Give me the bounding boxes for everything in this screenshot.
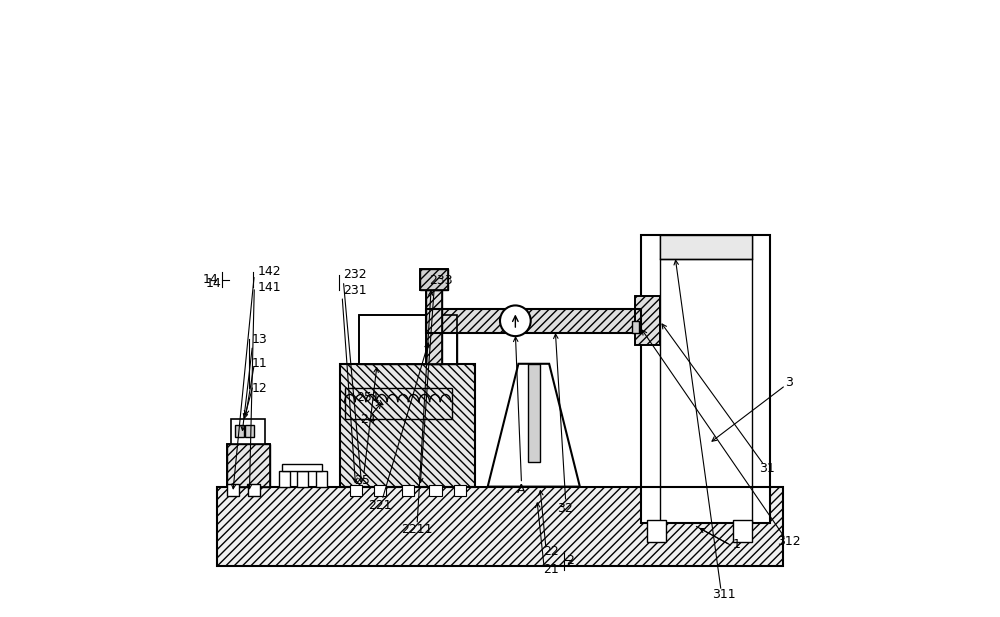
Bar	[420, 268, 448, 290]
Bar	[217, 487, 783, 566]
Bar	[528, 364, 540, 462]
Text: 231: 231	[343, 284, 367, 297]
Bar	[248, 484, 260, 496]
Text: 13: 13	[251, 333, 267, 346]
Bar	[279, 471, 290, 487]
Text: 221: 221	[368, 499, 392, 511]
Bar	[426, 308, 641, 333]
Text: 312: 312	[777, 536, 800, 549]
Bar	[217, 487, 783, 566]
Bar	[660, 235, 752, 259]
Bar	[733, 520, 752, 542]
Bar	[426, 290, 442, 364]
Bar	[227, 444, 270, 487]
Bar	[426, 290, 442, 364]
Bar	[632, 321, 639, 333]
Bar	[374, 485, 386, 496]
Text: 142: 142	[257, 265, 281, 278]
Bar	[426, 290, 442, 364]
Bar	[426, 308, 641, 333]
Bar	[359, 315, 457, 364]
Bar	[641, 235, 770, 523]
Circle shape	[500, 305, 531, 336]
Bar	[635, 296, 660, 346]
Text: 31: 31	[759, 462, 775, 474]
Bar	[340, 364, 475, 487]
Text: 311: 311	[712, 587, 736, 600]
Bar	[316, 471, 327, 487]
Bar	[420, 268, 448, 290]
Bar	[345, 388, 452, 419]
Bar	[635, 296, 660, 346]
Text: 3: 3	[785, 376, 793, 389]
Text: 232: 232	[343, 268, 367, 281]
Bar	[227, 444, 270, 487]
Bar	[297, 471, 308, 487]
Bar	[282, 464, 322, 471]
Text: A: A	[517, 483, 526, 496]
Text: 2211: 2211	[401, 523, 433, 536]
Text: 251: 251	[356, 391, 380, 404]
Text: 22: 22	[543, 545, 559, 558]
Text: 141: 141	[257, 281, 281, 294]
Text: 14: 14	[203, 273, 219, 286]
Bar	[235, 425, 244, 437]
Bar	[429, 485, 442, 496]
Bar	[402, 485, 414, 496]
Text: 233: 233	[429, 275, 453, 288]
Text: 11: 11	[251, 357, 267, 370]
Bar	[454, 485, 466, 496]
Text: 12: 12	[251, 382, 267, 395]
Text: 24: 24	[360, 413, 376, 426]
Bar	[227, 484, 239, 496]
Text: 25: 25	[354, 474, 370, 487]
Polygon shape	[488, 364, 580, 487]
Bar	[647, 520, 666, 542]
Text: 21: 21	[543, 563, 559, 576]
Text: 14: 14	[205, 278, 221, 291]
Bar	[231, 419, 265, 444]
Bar	[227, 444, 270, 487]
Text: 1: 1	[733, 539, 740, 552]
Bar	[340, 364, 475, 487]
Bar	[359, 315, 457, 364]
Bar	[350, 485, 362, 496]
Text: 2: 2	[566, 554, 574, 567]
Bar	[420, 268, 448, 290]
Bar	[245, 425, 254, 437]
Bar	[359, 315, 457, 364]
Text: 32: 32	[557, 502, 572, 515]
